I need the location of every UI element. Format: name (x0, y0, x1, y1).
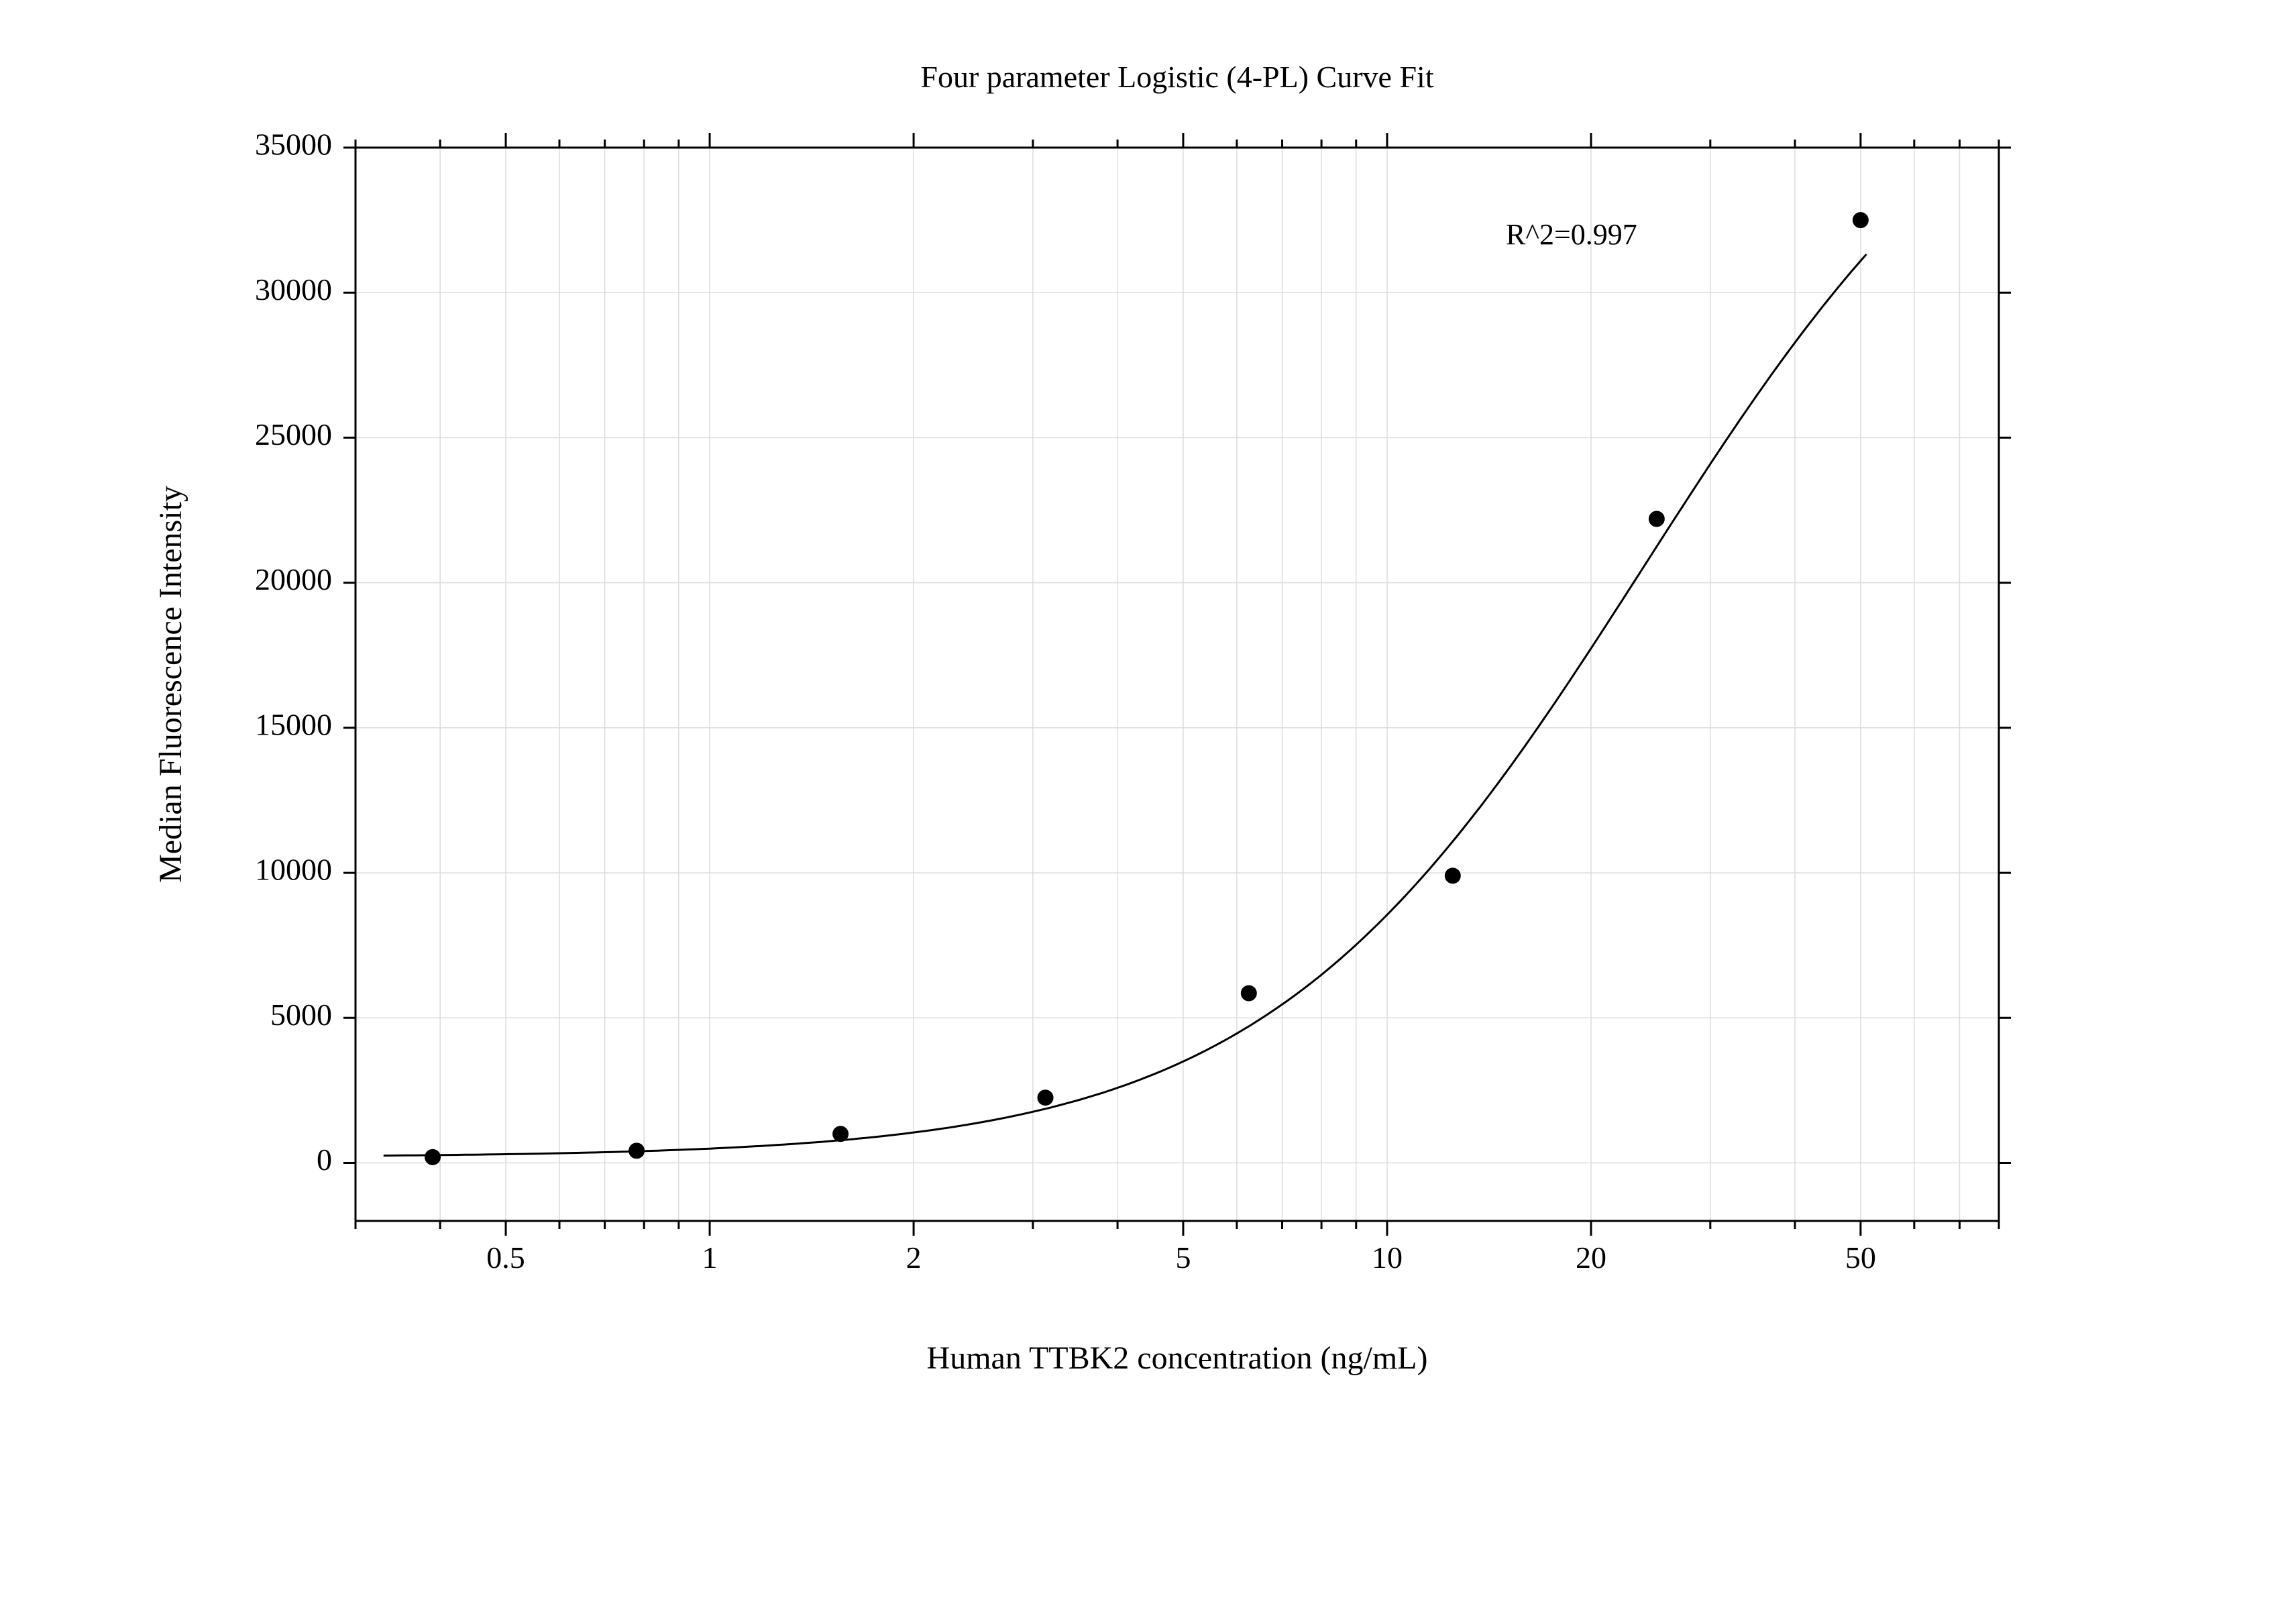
y-axis-label: Median Fluorescence Intensity (153, 486, 188, 883)
x-tick-label: 20 (1576, 1240, 1606, 1275)
y-tick-label: 15000 (255, 707, 332, 741)
data-point (1649, 511, 1665, 527)
x-tick-label: 5 (1175, 1240, 1191, 1275)
x-tick-label: 10 (1372, 1240, 1403, 1275)
r-squared-annotation: R^2=0.997 (1506, 218, 1637, 251)
data-point (628, 1142, 645, 1159)
y-tick-label: 35000 (255, 127, 332, 162)
x-tick-label: 1 (702, 1240, 718, 1275)
chart-svg: 0 5000 10000 15000 20000 25000 30000 35000 0.5 1 2… (0, 0, 2296, 1604)
data-point (832, 1126, 849, 1142)
chart-title: Four parameter Logistic (4-PL) Curve Fit (920, 60, 1433, 94)
y-tick-label: 10000 (255, 853, 332, 887)
chart-container: 0 5000 10000 15000 20000 25000 30000 35000 0.5 1 2… (0, 0, 2296, 1604)
x-tick-label: 2 (906, 1240, 922, 1275)
x-tick-label: 0.5 (486, 1240, 525, 1275)
y-tick-label: 5000 (270, 998, 332, 1032)
y-tick-label: 25000 (255, 417, 332, 451)
data-point (1241, 985, 1257, 1002)
x-axis-label: Human TTBK2 concentration (ng/mL) (927, 1340, 1428, 1376)
x-tick-label: 50 (1845, 1240, 1876, 1275)
data-point (1853, 212, 1869, 228)
y-tick-label: 20000 (255, 562, 332, 596)
y-tick-label: 0 (317, 1142, 332, 1177)
data-point (1038, 1089, 1054, 1106)
y-tick-label: 30000 (255, 272, 332, 307)
data-point (425, 1149, 441, 1165)
data-point (1445, 867, 1461, 884)
